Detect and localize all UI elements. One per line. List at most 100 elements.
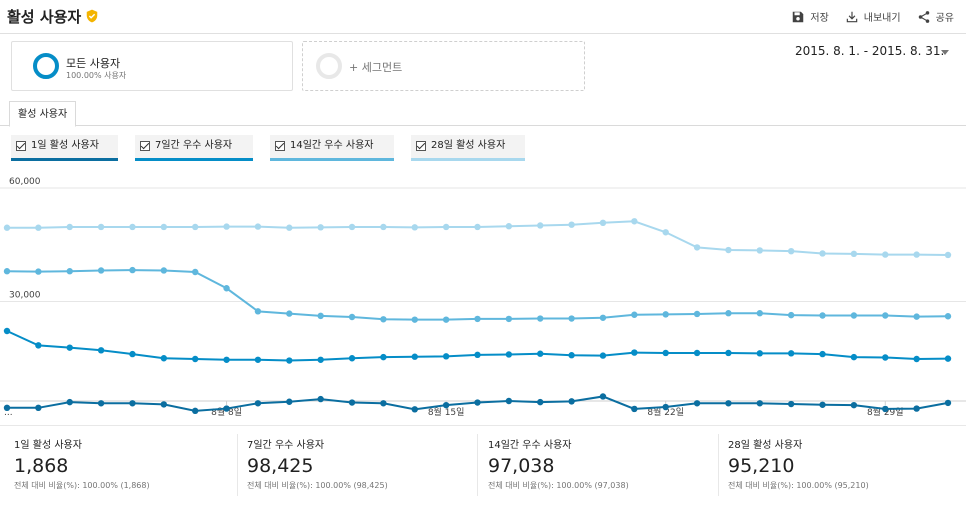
save-button[interactable]: 저장 <box>791 9 829 24</box>
date-range-picker[interactable]: 2015. 8. 1. - 2015. 8. 31. <box>795 44 945 58</box>
stat-label: 1일 활성 사용자 <box>14 440 82 451</box>
data-point <box>505 223 513 230</box>
data-point <box>129 350 136 358</box>
export-label: 내보내기 <box>863 13 901 24</box>
data-point <box>537 315 544 322</box>
data-point <box>599 219 607 227</box>
divider <box>718 434 719 496</box>
data-point <box>66 268 73 275</box>
data-point <box>913 313 920 320</box>
data-point <box>286 398 293 405</box>
data-point <box>3 327 11 335</box>
data-point <box>537 350 544 357</box>
data-point <box>380 223 387 231</box>
data-point <box>129 266 136 274</box>
add-segment-button[interactable]: + 세그먼트 <box>302 41 585 91</box>
data-point <box>850 353 858 361</box>
data-point <box>160 267 168 274</box>
legend-color-bar <box>270 158 394 161</box>
legend-color-bar <box>11 158 118 161</box>
legend-1day-users[interactable]: 1일 활성 사용자 <box>11 135 118 161</box>
data-point <box>348 399 356 406</box>
add-segment-label: + 세그먼트 <box>349 61 403 74</box>
data-point <box>192 223 199 231</box>
data-point <box>380 316 387 323</box>
data-point <box>317 312 324 320</box>
data-point <box>944 355 952 362</box>
data-point <box>474 223 481 231</box>
legend-label: 14일간 우수 사용자 <box>290 140 374 151</box>
data-point <box>442 316 450 323</box>
data-point <box>537 398 544 406</box>
data-point <box>725 246 732 254</box>
legend-28day-users[interactable]: 28일 활성 사용자 <box>411 135 525 161</box>
segment-all-users[interactable]: 모든 사용자 100.00% 사용자 <box>11 41 293 91</box>
data-point <box>944 313 952 320</box>
legend-label: 7일간 우수 사용자 <box>155 140 233 151</box>
share-label: 공유 <box>935 13 954 24</box>
data-point <box>819 350 826 358</box>
data-point <box>913 405 920 412</box>
empty-segment-ring-icon <box>316 53 342 79</box>
data-point <box>286 310 293 317</box>
data-point <box>223 285 230 292</box>
stat-label: 14일간 우수 사용자 <box>488 440 572 451</box>
legend-7day-users[interactable]: 7일간 우수 사용자 <box>135 135 253 161</box>
legend-label: 28일 활성 사용자 <box>431 140 506 151</box>
chevron-down-icon[interactable] <box>941 50 949 55</box>
checkbox-icon[interactable] <box>16 141 26 151</box>
checkbox-icon[interactable] <box>416 141 426 151</box>
data-point <box>725 310 732 317</box>
stat-value: 1,868 <box>14 455 69 477</box>
data-point <box>380 353 387 361</box>
data-point <box>97 400 105 407</box>
checkbox-icon[interactable] <box>275 141 285 151</box>
data-point <box>568 221 575 228</box>
data-point <box>160 223 168 231</box>
data-point <box>442 401 450 409</box>
data-point <box>160 401 168 408</box>
export-button[interactable]: 내보내기 <box>845 9 901 24</box>
stat-share: 전체 대비 비율(%): 100.00% (1,868) <box>14 481 150 490</box>
report-header: 활성 사용자 저장 내보내기 <box>0 0 966 34</box>
data-point <box>442 223 450 231</box>
data-point <box>850 250 858 258</box>
data-point <box>850 312 858 319</box>
share-icon <box>918 10 929 23</box>
data-point <box>913 251 920 258</box>
checkbox-icon[interactable] <box>140 141 150 151</box>
tab-active-users[interactable]: 활성 사용자 <box>9 101 77 127</box>
tab-bar: 활성 사용자 <box>0 101 966 127</box>
data-point <box>662 403 669 411</box>
data-point <box>474 351 481 359</box>
data-point <box>756 350 763 357</box>
divider <box>237 434 238 496</box>
data-point <box>129 223 136 231</box>
data-point <box>850 401 858 409</box>
data-point <box>725 349 732 357</box>
y-tick-label: 30,000 <box>9 291 41 301</box>
data-point <box>442 353 450 360</box>
data-point <box>505 351 513 358</box>
verified-shield-icon <box>86 9 98 23</box>
data-point <box>192 268 199 276</box>
data-point <box>662 349 669 357</box>
data-point <box>631 349 638 356</box>
legend-14day-users[interactable]: 14일간 우수 사용자 <box>270 135 394 161</box>
data-point <box>474 315 481 323</box>
data-point <box>254 308 262 315</box>
data-point <box>411 353 418 360</box>
y-tick-label: 60,000 <box>9 177 41 187</box>
data-point <box>662 311 669 318</box>
data-point <box>756 247 763 254</box>
share-button[interactable]: 공유 <box>917 9 954 24</box>
data-point <box>787 311 795 319</box>
data-point <box>35 268 42 275</box>
stat-14day-users: 14일간 우수 사용자 97,038 전체 대비 비율(%): 100.00% … <box>488 436 629 491</box>
data-point <box>787 350 795 357</box>
data-point <box>317 224 324 231</box>
data-point <box>35 224 42 231</box>
data-point <box>662 229 669 236</box>
save-label: 저장 <box>810 13 829 24</box>
